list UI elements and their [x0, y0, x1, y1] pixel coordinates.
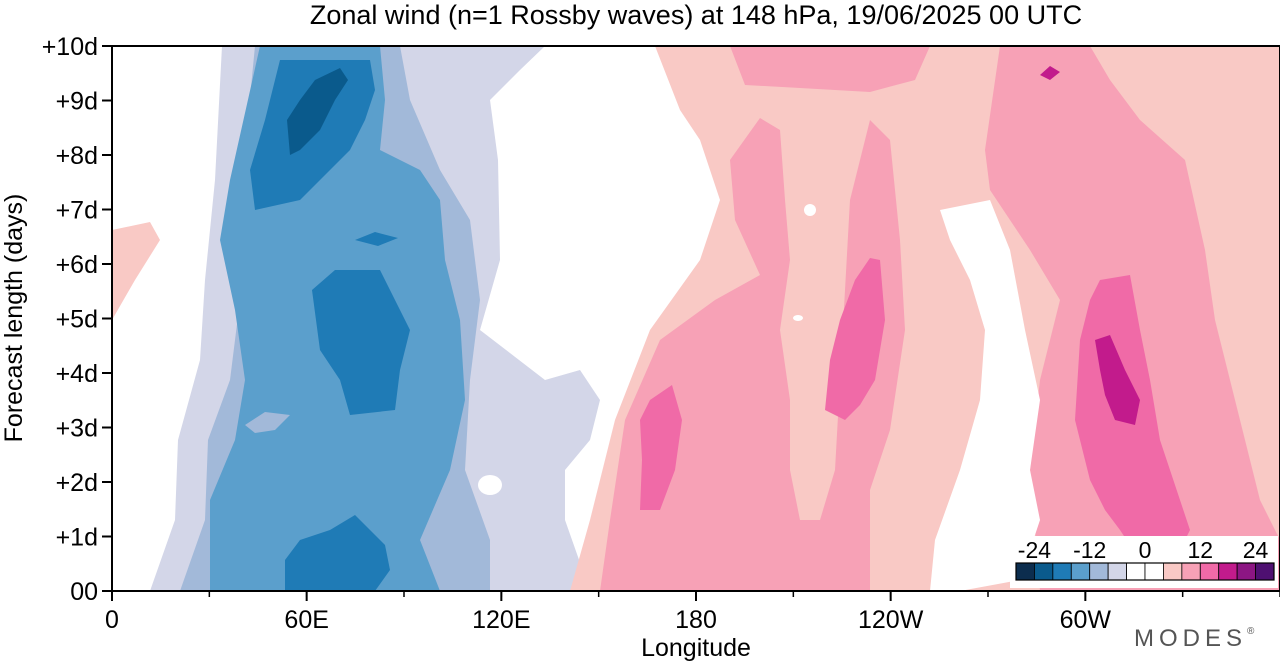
colorbar-swatch [1236, 562, 1256, 581]
y-tick-label: +1d [56, 524, 98, 552]
colorbar: -24 -12 0 12 24 [1010, 536, 1278, 588]
contour-region-neg-16b [312, 270, 410, 415]
colorbar-border [1015, 562, 1275, 581]
contour-region-neg-16c [285, 515, 390, 591]
x-axis: 0 60E 120E 180 120W 60W [105, 591, 1280, 634]
watermark-text: MODES [1134, 625, 1247, 652]
contour-region-pos-8 [600, 118, 905, 591]
contour-region-pos-8b [730, 46, 930, 92]
colorbar-tick-label: 12 [1187, 537, 1213, 563]
colorbar-swatch [1199, 562, 1220, 581]
y-tick-label: +7d [56, 197, 98, 225]
y-tick-label: +8d [56, 142, 98, 170]
colorbar-swatch [1126, 562, 1146, 581]
x-axis-label: Longitude [641, 634, 751, 662]
colorbar-tick-label: -12 [1073, 537, 1106, 563]
x-tick-label: 60E [284, 606, 328, 634]
contour-fields [112, 46, 1280, 591]
contour-region-neg-16d [355, 232, 398, 246]
colorbar-swatch [1052, 562, 1072, 581]
colorbar-tick-label: 24 [1243, 537, 1269, 563]
y-tick-label: +10d [42, 33, 98, 61]
contour-region-zero-b [478, 475, 502, 495]
contour-region-pos-12 [640, 385, 682, 510]
chart-title: Zonal wind (n=1 Rossby waves) at 148 hPa… [310, 0, 1082, 30]
contour-region-pos-16 [1095, 335, 1140, 425]
modes-watermark: MODES® [1134, 625, 1259, 652]
contour-region-neg-8b [245, 412, 290, 433]
contour-region-pos-12b [825, 258, 885, 420]
y-axis: 00 +1d +2d +3d +4d +5d +6d +7d +8d +9d +10d [42, 33, 112, 606]
contour-region-neg-24 [287, 68, 348, 155]
colorbar-swatch [1015, 562, 1035, 581]
colorbar-tick-label: 0 [1139, 537, 1152, 563]
colorbar-swatch [1181, 562, 1201, 581]
colorbar-swatch [1034, 562, 1054, 581]
contour-region-zero-a [804, 204, 816, 216]
x-tick-label: 60W [1060, 606, 1112, 634]
colorbar-swatch [1089, 562, 1109, 581]
contour-region-zero-east [930, 200, 1040, 591]
colorbar-swatch [1144, 562, 1164, 581]
x-tick-label: 120E [472, 606, 530, 634]
colorbar-tick-label: -24 [1018, 537, 1051, 563]
contour-region-pos-4-west [112, 222, 160, 320]
contour-region-pos-16b [1040, 66, 1060, 80]
y-tick-label: 00 [70, 578, 98, 606]
colorbar-swatch [1255, 562, 1275, 581]
watermark-mark: ® [1247, 626, 1259, 637]
contour-region-zero-c [793, 315, 803, 321]
x-tick-label: 0 [105, 606, 119, 634]
y-tick-label: +2d [56, 469, 98, 497]
y-tick-label: +3d [56, 415, 98, 443]
colorbar-swatch [1070, 562, 1091, 581]
y-tick-label: +9d [56, 88, 98, 116]
y-axis-label: Forecast length (days) [0, 194, 28, 443]
y-tick-label: +4d [56, 360, 98, 388]
colorbar-swatch [1218, 562, 1238, 581]
y-tick-label: +5d [56, 306, 98, 334]
y-tick-label: +6d [56, 251, 98, 279]
x-tick-label: 120W [858, 606, 924, 634]
colorbar-swatch [1107, 562, 1127, 581]
colorbar-swatch [1163, 562, 1183, 581]
x-tick-label: 180 [675, 606, 717, 634]
